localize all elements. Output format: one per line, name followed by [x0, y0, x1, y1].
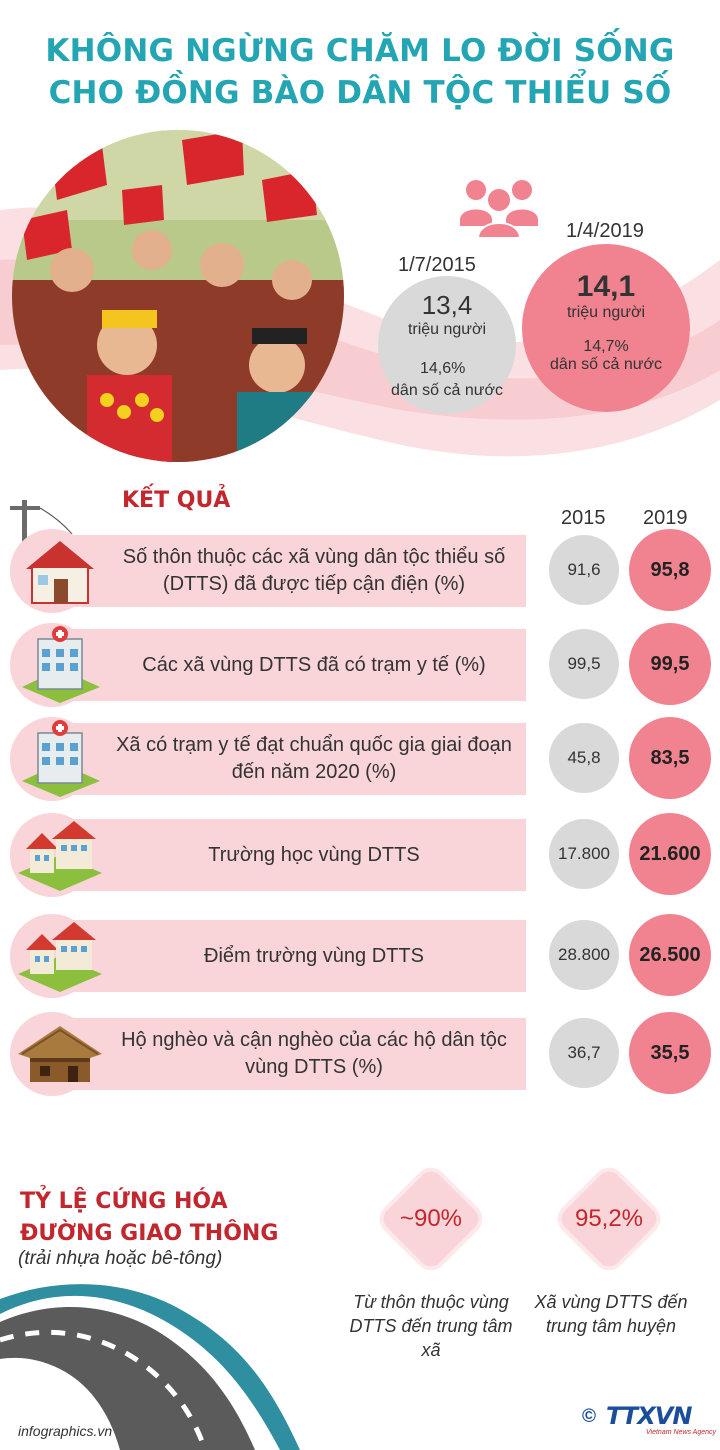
population-circle-2019: 14,1 triệu người 14,7% dân số cả nước	[522, 244, 690, 412]
footer-site: infographics.vn	[18, 1423, 113, 1439]
value-2019: 35,5	[629, 1012, 711, 1094]
result-row-health-station: Các xã vùng DTTS đã có trạm y tế (%) 99,…	[0, 623, 720, 713]
value-2015: 45,8	[549, 723, 619, 793]
row-label: Các xã vùng DTTS đã có trạm y tế (%)	[142, 653, 486, 676]
row-label: Số thôn thuộc các xã vùng dân tộc thiểu …	[122, 546, 506, 595]
results-heading: KẾT QUẢ	[122, 488, 231, 513]
roads-caption-commune: Từ thôn thuộc vùng DTTS đến trung tâm xã	[349, 1292, 513, 1360]
row-label: Trường học vùng DTTS	[208, 843, 420, 866]
population-percent-label-2019: dân số cả nước	[550, 356, 662, 373]
value-2019: 95,8	[629, 529, 711, 611]
school-building-icon	[18, 922, 102, 992]
population-date-2019: 1/4/2019	[566, 220, 644, 242]
roads-value-district: 95,2%	[574, 1205, 644, 1232]
ttxvn-logo: TTXVN	[606, 1402, 692, 1430]
roads-stat-district: 95,2%	[554, 1164, 664, 1274]
roads-caption-district: Xã vùng DTTS đến trung tâm huyện	[534, 1292, 688, 1336]
value-2015: 99,5	[549, 629, 619, 699]
roads-title: TỶ LỆ CỨNG HÓA ĐƯỜNG GIAO THÔNG	[20, 1186, 278, 1250]
population-circle-2015: 13,4 triệu người	[378, 276, 516, 414]
road-illustration	[0, 1284, 300, 1450]
value-2015: 91,6	[549, 535, 619, 605]
school-building-icon	[18, 821, 102, 891]
row-bar	[40, 1018, 526, 1090]
roads-subtitle: (trải nhựa hoặc bê-tông)	[18, 1248, 223, 1269]
house-icon	[26, 541, 94, 604]
results-col-2015: 2015	[561, 507, 606, 529]
population-percent-label-2015: dân số cả nước	[391, 382, 503, 399]
title-line-1: KHÔNG NGỪNG CHĂM LO ĐỜI SỐNG	[45, 33, 675, 69]
row-label: Điểm trường vùng DTTS	[204, 944, 424, 967]
value-2019: 83,5	[629, 717, 711, 799]
medical-station-icon	[22, 626, 100, 703]
copyright-icon: ©	[582, 1406, 596, 1427]
row-label: Xã có trạm y tế đạt chuẩn quốc gia giai …	[116, 734, 512, 783]
value-2019: 26.500	[629, 914, 711, 996]
roads-title-line-1: TỶ LỆ CỨNG HÓA	[20, 1189, 228, 1214]
value-2015: 28.800	[549, 920, 619, 990]
value-2019: 99,5	[629, 623, 711, 705]
roads-stat-commune: ~90%	[376, 1164, 486, 1274]
row-bar	[40, 819, 526, 891]
population-percent-2019: 14,7%	[583, 338, 629, 355]
result-row-schools: Trường học vùng DTTS 17.800 21.600	[0, 813, 720, 903]
row-bar	[40, 723, 526, 795]
row-bar	[40, 920, 526, 992]
roads-title-line-2: ĐƯỜNG GIAO THÔNG	[20, 1221, 279, 1246]
population-value-2015: 13,4	[421, 290, 473, 320]
result-row-school-points: Điểm trường vùng DTTS 28.800 26.500	[0, 914, 720, 1004]
ethnic-festival-photo	[12, 130, 344, 462]
row-label: Hộ nghèo và cận nghèo của các hộ dân tộc…	[121, 1029, 507, 1078]
population-percent-2015: 14,6%	[420, 360, 466, 377]
roads-value-commune: ~90%	[399, 1205, 463, 1232]
population-date-2015: 1/7/2015	[398, 254, 476, 276]
results-col-2019: 2019	[643, 507, 688, 529]
value-2015: 36,7	[549, 1018, 619, 1088]
result-row-poor-households: Hộ nghèo và cận nghèo của các hộ dân tộc…	[0, 1012, 720, 1102]
people-group-icon	[460, 180, 538, 239]
value-2019: 21.600	[629, 813, 711, 895]
value-2015: 17.800	[549, 819, 619, 889]
population-unit-2015: triệu người	[407, 321, 487, 338]
row-bar	[40, 535, 526, 607]
result-row-health-standard: Xã có trạm y tế đạt chuẩn quốc gia giai …	[0, 717, 720, 807]
result-row-electricity: Số thôn thuộc các xã vùng dân tộc thiểu …	[0, 529, 720, 619]
thatched-hut-icon	[18, 1026, 102, 1082]
population-unit-2019: triệu người	[566, 304, 646, 321]
row-bar	[40, 629, 526, 701]
page-title: KHÔNG NGỪNG CHĂM LO ĐỜI SỐNG CHO ĐỒNG BÀ…	[0, 30, 720, 114]
title-line-2: CHO ĐỒNG BÀO DÂN TỘC THIỂU SỐ	[48, 75, 672, 111]
medical-station-icon	[22, 720, 100, 797]
ttxvn-logo-subtitle: Vietnam News Agency	[646, 1429, 717, 1436]
population-value-2019: 14,1	[576, 270, 636, 303]
